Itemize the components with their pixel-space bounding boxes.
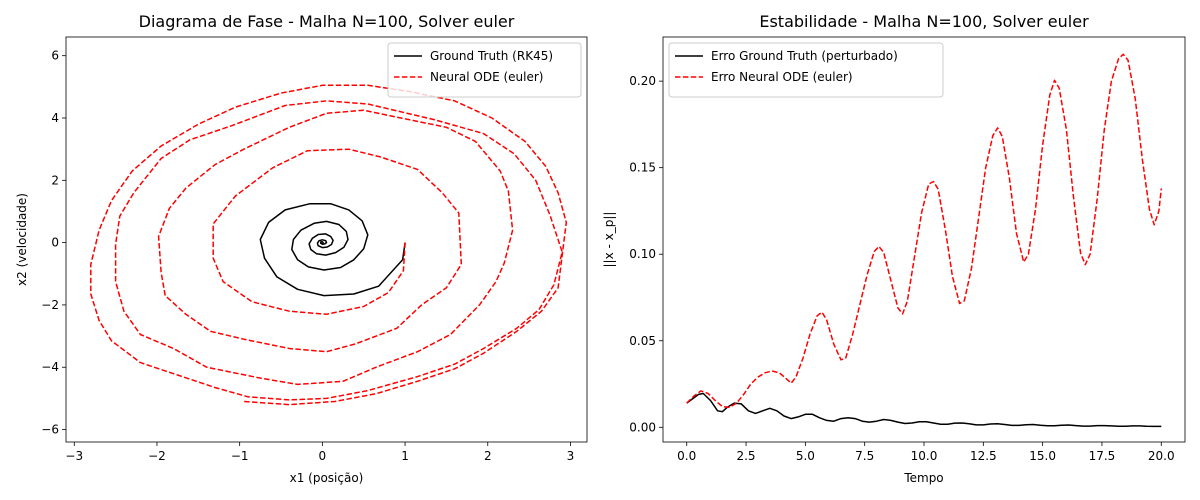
series-line-2 <box>90 84 568 406</box>
x-tick-label: 5.0 <box>796 449 815 463</box>
legend-label-2: Neural ODE (euler) <box>430 70 543 84</box>
y-tick-label: 2 <box>51 173 59 187</box>
x-tick-label: 17.5 <box>1089 449 1116 463</box>
x-tick-label: 7.5 <box>855 449 874 463</box>
y-tick-label: 6 <box>51 49 59 63</box>
y-axis-label: x2 (velocidade) <box>15 193 29 286</box>
x-tick-label: 15.0 <box>1029 449 1056 463</box>
x-tick-label: 12.5 <box>970 449 997 463</box>
legend-box <box>668 42 944 98</box>
x-tick-label: 2 <box>484 449 492 463</box>
chart-title: Estabilidade - Malha N=100, Solver euler <box>759 12 1089 31</box>
axes-frame <box>662 36 1186 443</box>
x-tick-label: 2.5 <box>736 449 755 463</box>
x-axis-label: x1 (posição) <box>290 471 364 485</box>
y-tick-label: 0 <box>51 236 59 250</box>
y-tick-label: −6 <box>41 423 59 437</box>
legend-box <box>387 42 582 98</box>
legend-label-1: Ground Truth (RK45) <box>430 49 553 63</box>
series-group <box>686 53 1163 428</box>
chart-1: Diagrama de Fase - Malha N=100, Solver e… <box>15 12 588 485</box>
y-tick-label: 0.10 <box>629 247 656 261</box>
x-tick-label: 0 <box>319 449 327 463</box>
x-tick-label: 1 <box>401 449 409 463</box>
x-tick-label: 0.0 <box>677 449 696 463</box>
x-tick-label: −3 <box>65 449 83 463</box>
y-tick-label: 0.00 <box>629 420 656 434</box>
y-tick-label: 4 <box>51 111 59 125</box>
legend: Erro Ground Truth (perturbado) Erro Neura… <box>668 42 944 98</box>
series-line-2 <box>686 53 1163 409</box>
legend: Ground Truth (RK45) Neural ODE (euler) <box>387 42 582 98</box>
series-line-1 <box>259 202 406 297</box>
chart-title: Diagrama de Fase - Malha N=100, Solver e… <box>139 12 515 31</box>
x-axis-label: Tempo <box>903 471 943 485</box>
legend-label-2: Erro Neural ODE (euler) <box>711 70 853 84</box>
y-tick-label: −2 <box>41 298 59 312</box>
y-tick-label: 0.15 <box>629 161 656 175</box>
x-tick-label: 10.0 <box>911 449 938 463</box>
axes-frame <box>65 36 588 443</box>
x-tick-label: −2 <box>148 449 166 463</box>
legend-label-1: Erro Ground Truth (perturbado) <box>711 49 898 63</box>
series-group <box>90 84 568 406</box>
series-line-1 <box>686 392 1162 428</box>
y-axis-label: ||x - x_p|| <box>602 212 616 268</box>
y-tick-label: −4 <box>41 360 59 374</box>
x-tick-label: 3 <box>567 449 575 463</box>
x-tick-label: −1 <box>231 449 249 463</box>
chart-2: Estabilidade - Malha N=100, Solver euler… <box>602 12 1186 485</box>
x-tick-label: 20.0 <box>1148 449 1175 463</box>
y-tick-label: 0.05 <box>629 334 656 348</box>
y-tick-label: 0.20 <box>629 74 656 88</box>
